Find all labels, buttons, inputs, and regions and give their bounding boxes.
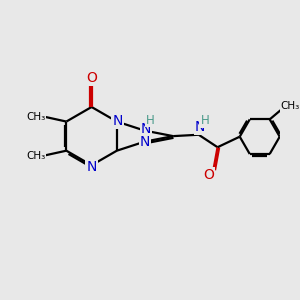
Text: CH₃: CH₃ [26,151,45,161]
Text: CH₃: CH₃ [280,101,300,111]
Text: N: N [112,114,123,128]
Text: N: N [195,120,205,134]
Text: CH₃: CH₃ [26,112,45,122]
Text: N: N [140,135,150,149]
Text: N: N [141,122,151,136]
Text: O: O [203,168,214,182]
Text: N: N [86,160,97,174]
Text: H: H [146,113,155,127]
Text: H: H [200,114,209,127]
Text: O: O [86,71,97,85]
